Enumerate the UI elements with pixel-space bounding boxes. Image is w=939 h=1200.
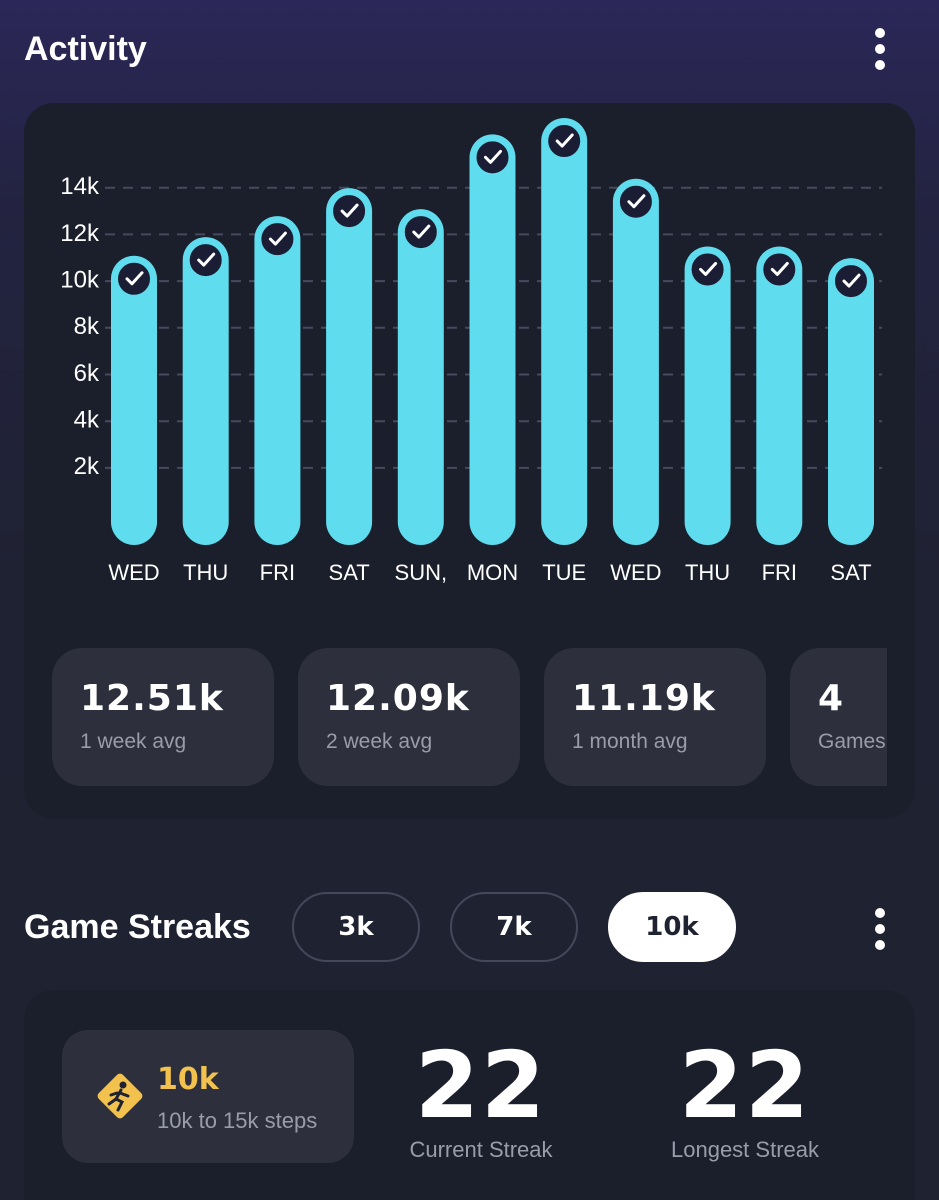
stat-value: 4	[818, 678, 845, 719]
streak-label: Current Streak	[409, 1137, 553, 1162]
x-tick-label: WED	[610, 560, 661, 585]
x-tick-label: FRI	[260, 560, 295, 585]
x-tick-label: WED	[108, 560, 159, 585]
level-range: 10k to 15k steps	[157, 1108, 318, 1133]
goal-check	[402, 214, 439, 251]
streak-value: 22	[414, 1032, 548, 1139]
stat-value: 11.19k	[572, 678, 716, 719]
bar	[254, 216, 301, 545]
stat-card[interactable]: 11.19k 1 month avg	[544, 648, 766, 786]
bar	[684, 246, 731, 545]
menu-button[interactable]	[870, 28, 890, 78]
check-icon	[627, 194, 646, 209]
x-tick-label: TUE	[542, 560, 586, 585]
page-title: Activity	[24, 30, 147, 68]
level-icon	[97, 1073, 143, 1119]
check-icon	[699, 261, 718, 276]
x-tick-label: THU	[685, 560, 730, 585]
x-tick-label: MON	[467, 560, 518, 585]
check-icon	[197, 252, 216, 267]
goal-check	[833, 263, 869, 300]
goal-check	[331, 193, 368, 230]
stat-value: 12.51k	[80, 678, 224, 719]
bar	[469, 134, 516, 545]
goal-check	[116, 260, 152, 297]
bar	[397, 209, 444, 546]
chart: 2k 4k 6k 8k 10k 12k 14k WED THU FRI SAT SUN, MON TUE W…	[60, 118, 882, 585]
tabs: 3k 7k 10k	[292, 892, 736, 962]
check-icon	[340, 203, 359, 218]
stat-value: 12.09k	[326, 678, 470, 719]
level-card[interactable]: 10k 10k to 15k steps	[62, 1030, 354, 1163]
bar	[326, 188, 373, 545]
streak-value: 22	[678, 1032, 812, 1139]
y-tick-label: 8k	[74, 313, 100, 340]
y-tick-label: 14k	[60, 173, 100, 200]
level-name: 10k	[157, 1062, 219, 1097]
y-tick-label: 6k	[74, 360, 100, 387]
tab[interactable]: 7k	[450, 892, 578, 962]
y-tick-label: 10k	[60, 266, 100, 293]
check-icon	[412, 224, 431, 239]
x-tick-label: SAT	[329, 560, 370, 585]
y-tick-label: 4k	[74, 407, 100, 434]
stat-label: Games	[818, 730, 886, 753]
section-title: Game Streaks	[24, 908, 251, 946]
check-icon	[125, 271, 144, 286]
stat-label: 1 week avg	[80, 730, 187, 753]
x-tick-label: SUN,	[395, 560, 448, 585]
bar	[828, 258, 874, 545]
tab[interactable]: 3k	[292, 892, 420, 962]
check-icon	[555, 133, 574, 148]
goal-check	[474, 139, 511, 176]
streak-label: Longest Streak	[671, 1137, 819, 1162]
stat-card[interactable]: 12.51k 1 week avg	[52, 648, 274, 786]
stat-label: 2 week avg	[326, 730, 433, 753]
goal-check	[187, 242, 224, 279]
goal-check	[617, 183, 654, 220]
x-tick-label: SAT	[830, 560, 871, 585]
goal-check	[689, 251, 726, 288]
x-tick-label: FRI	[762, 560, 797, 585]
x-tick-label: THU	[183, 560, 228, 585]
goal-check	[761, 251, 798, 288]
y-tick-label: 2k	[74, 453, 100, 480]
bar	[541, 118, 588, 545]
goal-check	[546, 123, 583, 160]
check-icon	[770, 261, 789, 276]
bar	[756, 246, 803, 545]
y-tick-label: 12k	[60, 220, 100, 247]
bar	[111, 255, 157, 546]
stat-label: 1 month avg	[572, 730, 688, 753]
tab[interactable]: 10k	[608, 892, 736, 962]
stat-card[interactable]: 12.09k 2 week avg	[298, 648, 520, 786]
check-icon	[842, 273, 861, 288]
goal-check	[259, 221, 296, 258]
stats-row: 12.51k 1 week avg 12.09k 2 week avg 11.19k 1 …	[52, 648, 887, 788]
bar	[182, 237, 229, 545]
bar	[612, 178, 659, 546]
check-icon	[268, 231, 287, 246]
check-icon	[484, 149, 502, 164]
menu-button[interactable]	[870, 908, 890, 958]
stat-card[interactable]: 4 Games	[790, 648, 887, 786]
